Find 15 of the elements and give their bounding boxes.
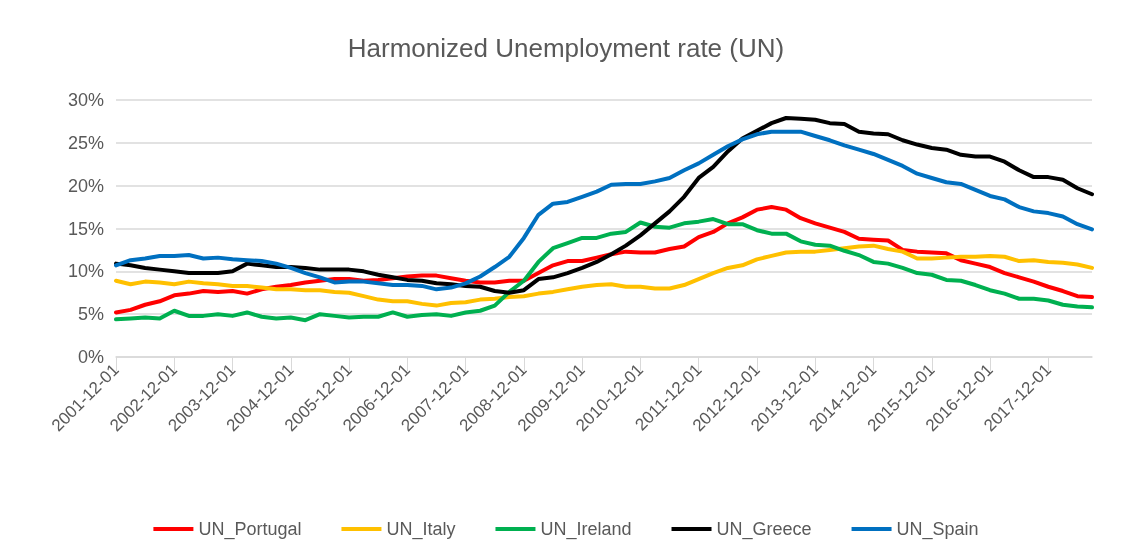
- y-tick-label: 15%: [67, 218, 104, 239]
- line-series: [114, 217, 1094, 323]
- y-tick-label: 5%: [77, 304, 104, 325]
- y-tick-label: 20%: [67, 175, 104, 196]
- legend-label: UN_Portugal: [198, 519, 302, 540]
- line-series: [114, 243, 1094, 308]
- y-tick-label: 0%: [77, 347, 104, 367]
- legend-label: UN_Spain: [896, 519, 979, 540]
- legend-label: UN_Greece: [716, 519, 812, 540]
- legend-label: UN_Ireland: [540, 519, 632, 540]
- y-tick-label: 30%: [67, 90, 104, 110]
- y-tick-label: 25%: [67, 132, 104, 153]
- chart-title: Harmonized Unemployment rate (UN): [347, 33, 785, 63]
- y-tick-label: 10%: [67, 261, 104, 282]
- legend-label: UN_Italy: [386, 519, 456, 540]
